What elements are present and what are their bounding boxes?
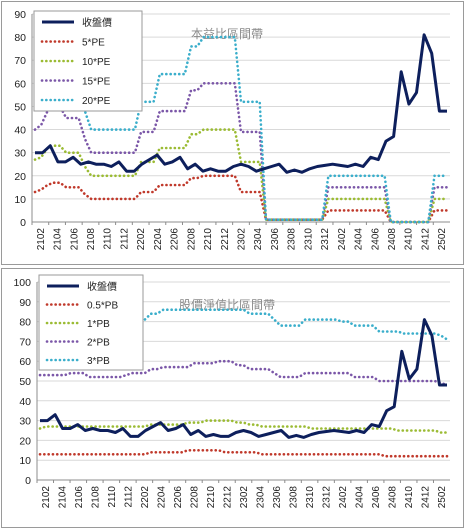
- chart-title: 本益比區間帶: [191, 27, 263, 41]
- y-tick-label: 10: [14, 194, 26, 206]
- x-tick-label: 2408: [387, 228, 398, 251]
- legend: 收盤價 5*PE 10*PE 15*PE 20*PE: [33, 10, 143, 112]
- y-tick-label: 20: [19, 435, 31, 447]
- legend-label-2: 10*PE: [82, 57, 111, 68]
- x-tick-label: 2306: [270, 228, 281, 251]
- series-line-2: [33, 128, 449, 224]
- legend: 收盤價 0.5*PB 1*PB 2*PB 3*PB: [38, 274, 144, 371]
- y-tick-label: 50: [19, 376, 31, 388]
- x-tick-label: 2104: [57, 486, 68, 509]
- y-tick-label: 0: [20, 217, 26, 229]
- x-tick-label: 2302: [237, 228, 248, 251]
- x-tick-label: 2306: [272, 486, 283, 509]
- pe-band-chart: 0 10 20 30 40 50 60 70 80 90 2102 2104 2106 2108 2110 2…: [1, 1, 464, 265]
- x-tick-label: 2410: [404, 228, 415, 251]
- x-tick-label: 2406: [371, 486, 382, 509]
- x-tick-label: 2102: [41, 486, 52, 509]
- legend-label-1: 0.5*PB: [87, 301, 118, 312]
- legend-label-1: 5*PE: [82, 38, 105, 49]
- x-tick-label: 2412: [420, 228, 431, 251]
- x-tick-label: 2210: [203, 228, 214, 251]
- x-tick-label: 2206: [173, 486, 184, 509]
- y-tick-label: 90: [14, 9, 26, 21]
- legend-label-0: 收盤價: [82, 16, 112, 29]
- y-tick-label: 60: [19, 356, 31, 368]
- y-tick-label: 70: [19, 336, 31, 348]
- x-tick-label: 2402: [337, 228, 348, 251]
- y-tick-label: 50: [14, 101, 26, 113]
- series-line-1: [33, 174, 449, 224]
- x-tick-label: 2110: [103, 228, 114, 250]
- series-line-2: [38, 419, 449, 434]
- x-tick-label: 2308: [289, 486, 300, 509]
- y-tick-label: 40: [14, 125, 26, 137]
- legend-label-2: 1*PB: [87, 319, 110, 330]
- x-tick-label: 2110: [107, 486, 118, 508]
- x-tick-label: 2402: [338, 486, 349, 509]
- x-tick-label: 2106: [74, 486, 85, 509]
- x-tick-label: 2310: [305, 486, 316, 509]
- y-tick-label: 70: [14, 55, 26, 67]
- x-tick-label: 2208: [186, 228, 197, 251]
- y-tick-label: 30: [19, 416, 31, 428]
- x-tick-label: 2208: [189, 486, 200, 509]
- pe-band-chart-svg: 0 10 20 30 40 50 60 70 80 90 2102 2104 2106 2108 2110 2…: [14, 9, 450, 251]
- legend-label-0: 收盤價: [87, 280, 117, 293]
- series-line-0: [40, 318, 447, 439]
- series-line-3: [38, 359, 449, 387]
- x-tick-label: 2204: [156, 486, 167, 509]
- y-tick-label: 30: [14, 148, 26, 160]
- x-tick-label: 2308: [287, 228, 298, 251]
- x-tick-label: 2210: [206, 486, 217, 509]
- x-tick-label: 2410: [404, 486, 415, 509]
- x-tick-label: 2404: [354, 228, 365, 251]
- x-tick-label: 2304: [253, 228, 264, 251]
- y-tick-label: 80: [19, 317, 31, 329]
- x-tick-label: 2202: [136, 228, 147, 251]
- x-tick-label: 2502: [437, 486, 448, 509]
- x-tick-label: 2412: [421, 486, 432, 509]
- x-tick-label: 2404: [355, 486, 366, 509]
- x-tick-label: 2106: [69, 228, 80, 251]
- x-tick-label: 2104: [53, 228, 64, 251]
- y-tick-label: 60: [14, 78, 26, 90]
- y-tick-label: 10: [19, 455, 31, 467]
- x-tick-label: 2108: [86, 228, 97, 251]
- x-tick-label: 2312: [320, 228, 331, 251]
- x-tick-label: 2102: [36, 228, 47, 251]
- y-tick-label: 90: [19, 297, 31, 309]
- y-tick-label: 80: [14, 32, 26, 44]
- x-tick-label: 2310: [303, 228, 314, 251]
- legend-label-4: 3*PB: [87, 356, 110, 367]
- series-line-1: [38, 449, 449, 458]
- series-line-3: [33, 82, 449, 224]
- x-tick-label: 2406: [370, 228, 381, 251]
- y-tick-label: 40: [19, 396, 31, 408]
- pb-band-chart: 0 10 20 30 40 50 60 70 80 90 100 2102 2104 2106 2108 21…: [1, 268, 464, 528]
- x-tick-label: 2112: [123, 486, 134, 508]
- x-tick-label: 2302: [239, 486, 250, 509]
- x-tick-label: 2304: [256, 486, 267, 509]
- x-tick-label: 2212: [222, 486, 233, 509]
- y-tick-label: 100: [13, 277, 31, 289]
- y-tick-label: 0: [25, 475, 31, 487]
- x-tick-label: 2108: [90, 486, 101, 509]
- chart-title: 股價淨值比區間帶: [179, 297, 275, 312]
- pb-band-chart-svg: 0 10 20 30 40 50 60 70 80 90 100 2102 2104 2106 2108 21…: [13, 274, 450, 509]
- legend-label-3: 15*PE: [82, 77, 111, 88]
- x-tick-label: 2212: [220, 228, 231, 251]
- legend-label-4: 20*PE: [82, 96, 111, 107]
- series-line-0: [35, 33, 447, 174]
- x-tick-label: 2112: [119, 228, 130, 250]
- x-tick-label: 2408: [388, 486, 399, 509]
- y-tick-label: 20: [14, 171, 26, 183]
- x-tick-label: 2206: [170, 228, 181, 251]
- x-tick-label: 2202: [140, 486, 151, 509]
- x-tick-label: 2204: [153, 228, 164, 251]
- series-line-4: [33, 35, 449, 224]
- legend-label-3: 2*PB: [87, 338, 110, 349]
- x-tick-label: 2502: [437, 228, 448, 251]
- x-tick-label: 2312: [322, 486, 333, 509]
